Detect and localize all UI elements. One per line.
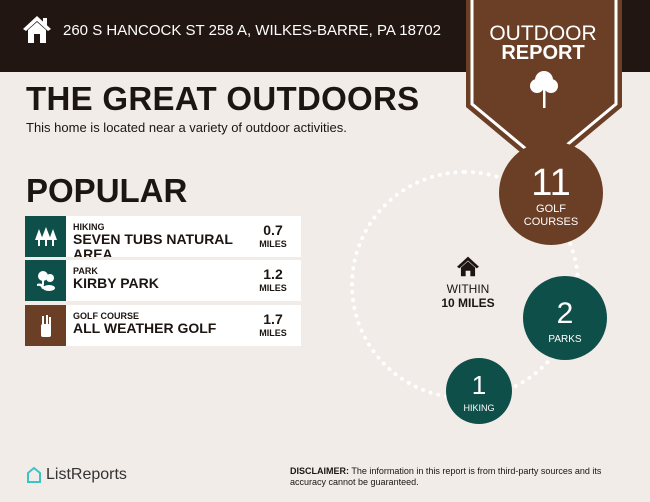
item-category: GOLF COURSE (73, 311, 140, 321)
item-unit: MILES (259, 239, 287, 249)
within-line2: 10 MILES (441, 296, 495, 310)
disclaimer-label: DISCLAIMER: (290, 466, 349, 476)
disclaimer-text: The information in this report is from t… (290, 466, 602, 487)
trees-icon (25, 216, 66, 257)
brand-name: ListReports (46, 466, 127, 483)
item-category: HIKING (73, 222, 105, 232)
badge-line2: REPORT (501, 42, 585, 64)
item-category: PARK (73, 266, 98, 276)
disclaimer: DISCLAIMER: The information in this repo… (290, 466, 630, 488)
item-distance: 1.2 (263, 266, 283, 282)
property-address: 260 S HANCOCK ST 258 A, WILKES-BARRE, PA… (63, 22, 441, 39)
list-item[interactable]: PARK KIRBY PARK 1.2 MILES (25, 260, 301, 301)
radius-label: WITHIN 10 MILES (418, 282, 518, 310)
item-name: ALL WEATHER GOLF (73, 320, 217, 336)
item-unit: MILES (259, 283, 287, 293)
list-item[interactable]: HIKING SEVEN TUBS NATURAL AREA 0.7 MILES (25, 216, 301, 257)
hiking-count-bubble: 1 HIKING (446, 358, 512, 424)
park-icon (25, 260, 66, 301)
list-item[interactable]: GOLF COURSE ALL WEATHER GOLF 1.7 MILES (25, 305, 301, 346)
page-subtitle: This home is located near a variety of o… (26, 120, 347, 135)
item-distance: 1.7 (263, 311, 283, 327)
count: 11 (531, 162, 571, 204)
badge-line1: OUTDOOR (489, 22, 597, 45)
item-name: SEVEN TUBS NATURAL AREA (73, 231, 233, 258)
logo-icon (27, 466, 41, 483)
golf-bag-icon (25, 305, 66, 346)
count-label: HIKING (463, 403, 495, 413)
item-name: KIRBY PARK (73, 275, 159, 291)
within-line1: WITHIN (446, 282, 490, 296)
count: 2 (556, 297, 574, 330)
home-icon (457, 256, 479, 277)
count-label: PARKS (548, 334, 582, 345)
parks-count-bubble: 2 PARKS (523, 276, 607, 360)
item-unit: MILES (259, 328, 287, 338)
listreports-logo: ListReports (26, 466, 127, 484)
page-title: THE GREAT OUTDOORS (26, 80, 420, 117)
popular-heading: POPULAR (26, 172, 188, 209)
count: 1 (471, 370, 487, 400)
golf-count-bubble: 11 GOLF COURSES (499, 141, 603, 245)
item-distance: 0.7 (263, 222, 283, 238)
count-label: GOLF COURSES (523, 203, 579, 228)
home-icon (23, 16, 51, 43)
